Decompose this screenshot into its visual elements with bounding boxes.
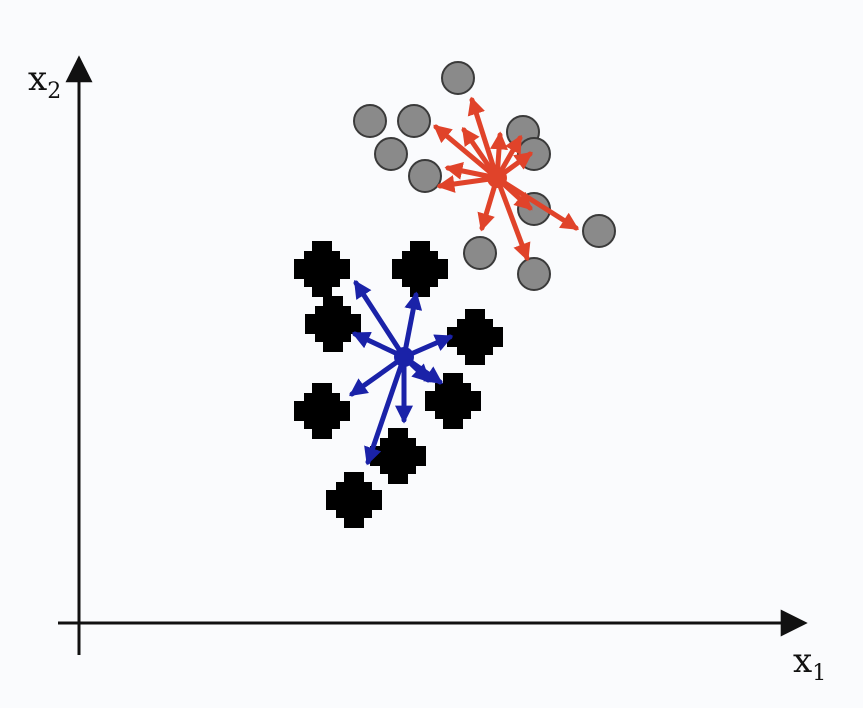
- black-cross-cluster: [294, 241, 503, 528]
- gray-point: [517, 137, 551, 171]
- red-arrow: [433, 124, 500, 181]
- red-arrow: [467, 96, 500, 181]
- gray-point: [353, 104, 387, 138]
- red-arrow: [494, 175, 531, 262]
- black-cross-point: [370, 428, 426, 484]
- x-axis-label: x1: [793, 641, 826, 686]
- black-cross-point: [392, 241, 448, 297]
- blue-arrow: [353, 279, 407, 360]
- y-axis-label: x2: [28, 59, 61, 104]
- blue-arrow: [349, 354, 407, 397]
- blue-arrow: [364, 354, 407, 466]
- black-cross-point: [425, 373, 481, 429]
- gray-point: [463, 236, 497, 270]
- black-cross-point: [326, 472, 382, 528]
- red-arrow: [494, 175, 580, 231]
- black-cross-point: [305, 296, 361, 352]
- black-cross-point: [294, 241, 350, 297]
- blue-arrow: [401, 291, 423, 360]
- gray-point: [582, 214, 616, 248]
- blue-centroid: [394, 347, 414, 367]
- gray-point: [441, 61, 475, 95]
- gray-point: [408, 159, 442, 193]
- black-cross-point: [294, 383, 350, 439]
- red-centroid: [487, 168, 507, 188]
- black-cross-point: [447, 309, 503, 365]
- gray-point: [517, 257, 551, 291]
- gray-point: [397, 104, 431, 138]
- gray-point: [374, 137, 408, 171]
